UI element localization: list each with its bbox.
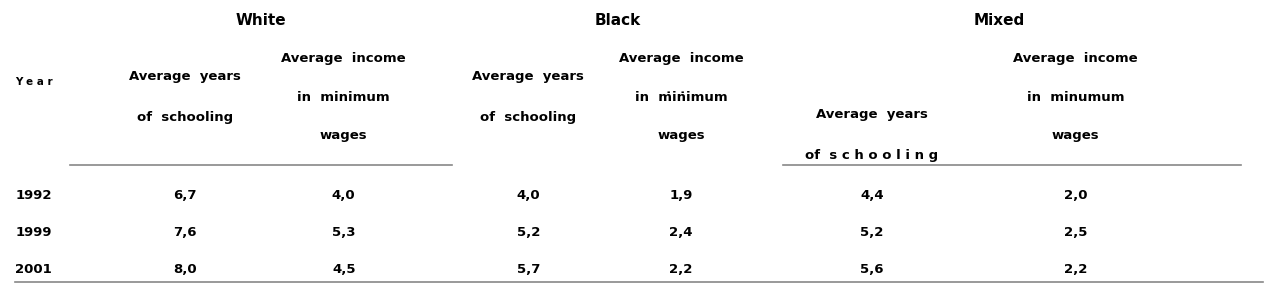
Text: of  s c h o o l i n g: of s c h o o l i n g (806, 149, 938, 162)
Text: in  ṁiṅimum: in ṁiṅimum (635, 91, 727, 103)
Text: Average  years: Average years (472, 70, 584, 83)
Text: 2,2: 2,2 (1064, 263, 1087, 275)
Text: Average  years: Average years (129, 70, 241, 83)
Text: 5,3: 5,3 (332, 226, 355, 239)
Text: 8,0: 8,0 (173, 263, 196, 275)
Text: Average  income: Average income (619, 52, 743, 65)
Text: 2,0: 2,0 (1064, 189, 1087, 202)
Text: of  schooling: of schooling (136, 111, 233, 124)
Text: 7,6: 7,6 (173, 226, 196, 239)
Text: Black: Black (594, 13, 640, 28)
Text: 4,5: 4,5 (332, 263, 355, 275)
Text: 5,2: 5,2 (517, 226, 540, 239)
Text: Average  income: Average income (1013, 52, 1138, 65)
Text: Average  income: Average income (281, 52, 406, 65)
Text: wages: wages (320, 129, 368, 142)
Text: 2,5: 2,5 (1064, 226, 1087, 239)
Text: 6,7: 6,7 (173, 189, 196, 202)
Text: 2001: 2001 (15, 263, 52, 275)
Text: wages: wages (657, 129, 705, 142)
Text: 4,0: 4,0 (332, 189, 355, 202)
Text: 5,2: 5,2 (861, 226, 883, 239)
Text: 1999: 1999 (15, 226, 52, 239)
Text: 5,6: 5,6 (861, 263, 883, 275)
Text: 4,0: 4,0 (517, 189, 540, 202)
Text: 1,9: 1,9 (670, 189, 693, 202)
Text: in  minumum: in minumum (1027, 91, 1124, 103)
Text: Mixed: Mixed (974, 13, 1025, 28)
Text: of  schooling: of schooling (480, 111, 577, 124)
Text: 2,2: 2,2 (670, 263, 693, 275)
Text: Average  years: Average years (816, 108, 928, 121)
Text: White: White (236, 13, 286, 28)
Text: Y e a r: Y e a r (15, 77, 53, 87)
Text: 2,4: 2,4 (670, 226, 693, 239)
Text: 5,7: 5,7 (517, 263, 540, 275)
Text: wages: wages (1051, 129, 1100, 142)
Text: in  minimum: in minimum (298, 91, 390, 103)
Text: 1992: 1992 (15, 189, 52, 202)
Text: 4,4: 4,4 (861, 189, 883, 202)
